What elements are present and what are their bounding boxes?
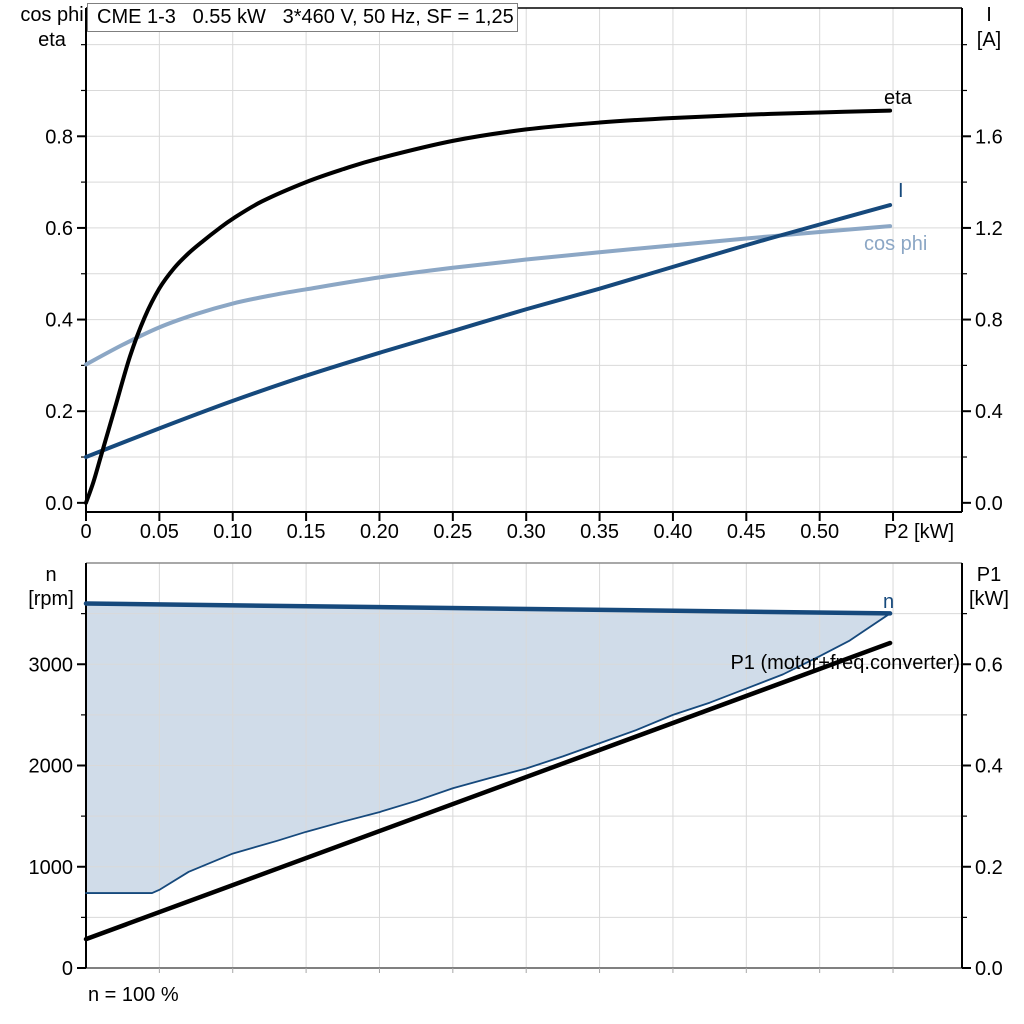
bottom-left-axis-title-line1: n xyxy=(45,564,57,586)
left-tick-label: 2000 xyxy=(29,756,74,778)
n-curve xyxy=(83,601,893,616)
right-tick-label: 0.8 xyxy=(975,310,1003,332)
chart-motor-performance: 0.0 0.2 0.4 0.6 0.8 0.0 0.4 0.8 1.2 1.6 0 0.05 0.10 0… xyxy=(45,7,1003,543)
x-tick-label: 0.40 xyxy=(653,521,692,543)
x-tick-label: 0.15 xyxy=(287,521,326,543)
x-tick-label: 0.20 xyxy=(360,521,399,543)
right-tick-label: 1.6 xyxy=(975,126,1003,148)
x-axis-unit-label: P2 [kW] xyxy=(884,521,954,543)
right-tick-label: 0.0 xyxy=(975,493,1003,515)
x-tick-label: 0.05 xyxy=(140,521,179,543)
left-tick-label: 0.6 xyxy=(45,218,73,240)
x-tick-label: 0.45 xyxy=(727,521,766,543)
x-tick-label: 0.35 xyxy=(580,521,619,543)
ticks: 0.0 0.2 0.4 0.6 0.8 0.0 0.4 0.8 1.2 1.6 0 0.05 0.10 0… xyxy=(45,44,1003,543)
top-left-axis-title-line2: eta xyxy=(38,29,66,51)
cos-phi-curve-label: cos phi xyxy=(864,233,928,255)
p1-curve-label: P1 (motor+freq.converter) xyxy=(730,652,960,674)
top-right-axis-title-line2: [A] xyxy=(976,29,1002,51)
x-tick-label: 0.50 xyxy=(800,521,839,543)
right-tick-label: 0.2 xyxy=(975,857,1003,879)
left-tick-label: 3000 xyxy=(29,654,74,676)
bottom-right-axis-title-line2: [kW] xyxy=(969,588,1009,610)
right-tick-label: 1.2 xyxy=(975,218,1003,240)
right-tick-label: 0.4 xyxy=(975,401,1003,423)
x-tick-label: 0.10 xyxy=(213,521,252,543)
chart-speed-power: 0 1000 2000 3000 0.0 0.2 0.4 0.6 xyxy=(29,562,1003,980)
I-curve xyxy=(84,203,893,460)
top-right-axis-title-line1: I xyxy=(986,4,992,26)
ticks: 0 1000 2000 3000 0.0 0.2 0.4 0.6 xyxy=(29,613,1003,980)
left-tick-label: 0.8 xyxy=(45,126,73,148)
eta-curve xyxy=(84,108,893,505)
chart-title: CME 1-3 0.55 kW 3*460 V, 50 Hz, SF = 1,2… xyxy=(87,3,518,32)
right-tick-label: 0.4 xyxy=(975,756,1003,778)
bottom-left-axis-title-line2: [rpm] xyxy=(28,588,74,610)
current-curve-label: I xyxy=(898,180,904,202)
left-tick-label: 0.2 xyxy=(45,401,73,423)
gridlines xyxy=(86,8,962,512)
top-left-axis-title-line1: cos phi xyxy=(20,4,84,26)
n-lower-boundary-curve xyxy=(85,612,891,894)
x-tick-label: 0.30 xyxy=(507,521,546,543)
left-tick-label: 1000 xyxy=(29,857,74,879)
left-tick-label: 0.0 xyxy=(45,493,73,515)
speed-duty-area xyxy=(86,603,891,894)
left-tick-label: 0.4 xyxy=(45,310,73,332)
right-tick-label: 0.0 xyxy=(975,958,1003,980)
right-tick-label: 0.6 xyxy=(975,654,1003,676)
eta-curve-label: eta xyxy=(884,87,912,109)
left-tick-label: 0 xyxy=(62,958,73,980)
P1-curve xyxy=(83,640,893,942)
bottom-right-axis-title-line1: P1 xyxy=(976,564,1002,586)
cos-phi-curve xyxy=(84,224,893,367)
speed-curve-label: n xyxy=(883,591,895,613)
x-tick-label: 0.25 xyxy=(433,521,472,543)
speed-footnote: n = 100 % xyxy=(88,984,179,1006)
x-tick-label: 0 xyxy=(80,521,91,543)
